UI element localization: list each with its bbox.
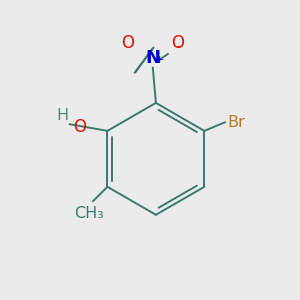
Text: -: - xyxy=(177,40,181,52)
Text: H: H xyxy=(56,108,68,123)
Text: +: + xyxy=(154,55,164,65)
Text: Br: Br xyxy=(228,115,246,130)
Text: O: O xyxy=(73,118,86,136)
Text: N: N xyxy=(145,49,160,67)
Text: O: O xyxy=(171,34,184,52)
Text: CH₃: CH₃ xyxy=(74,206,103,220)
Text: O: O xyxy=(121,34,134,52)
